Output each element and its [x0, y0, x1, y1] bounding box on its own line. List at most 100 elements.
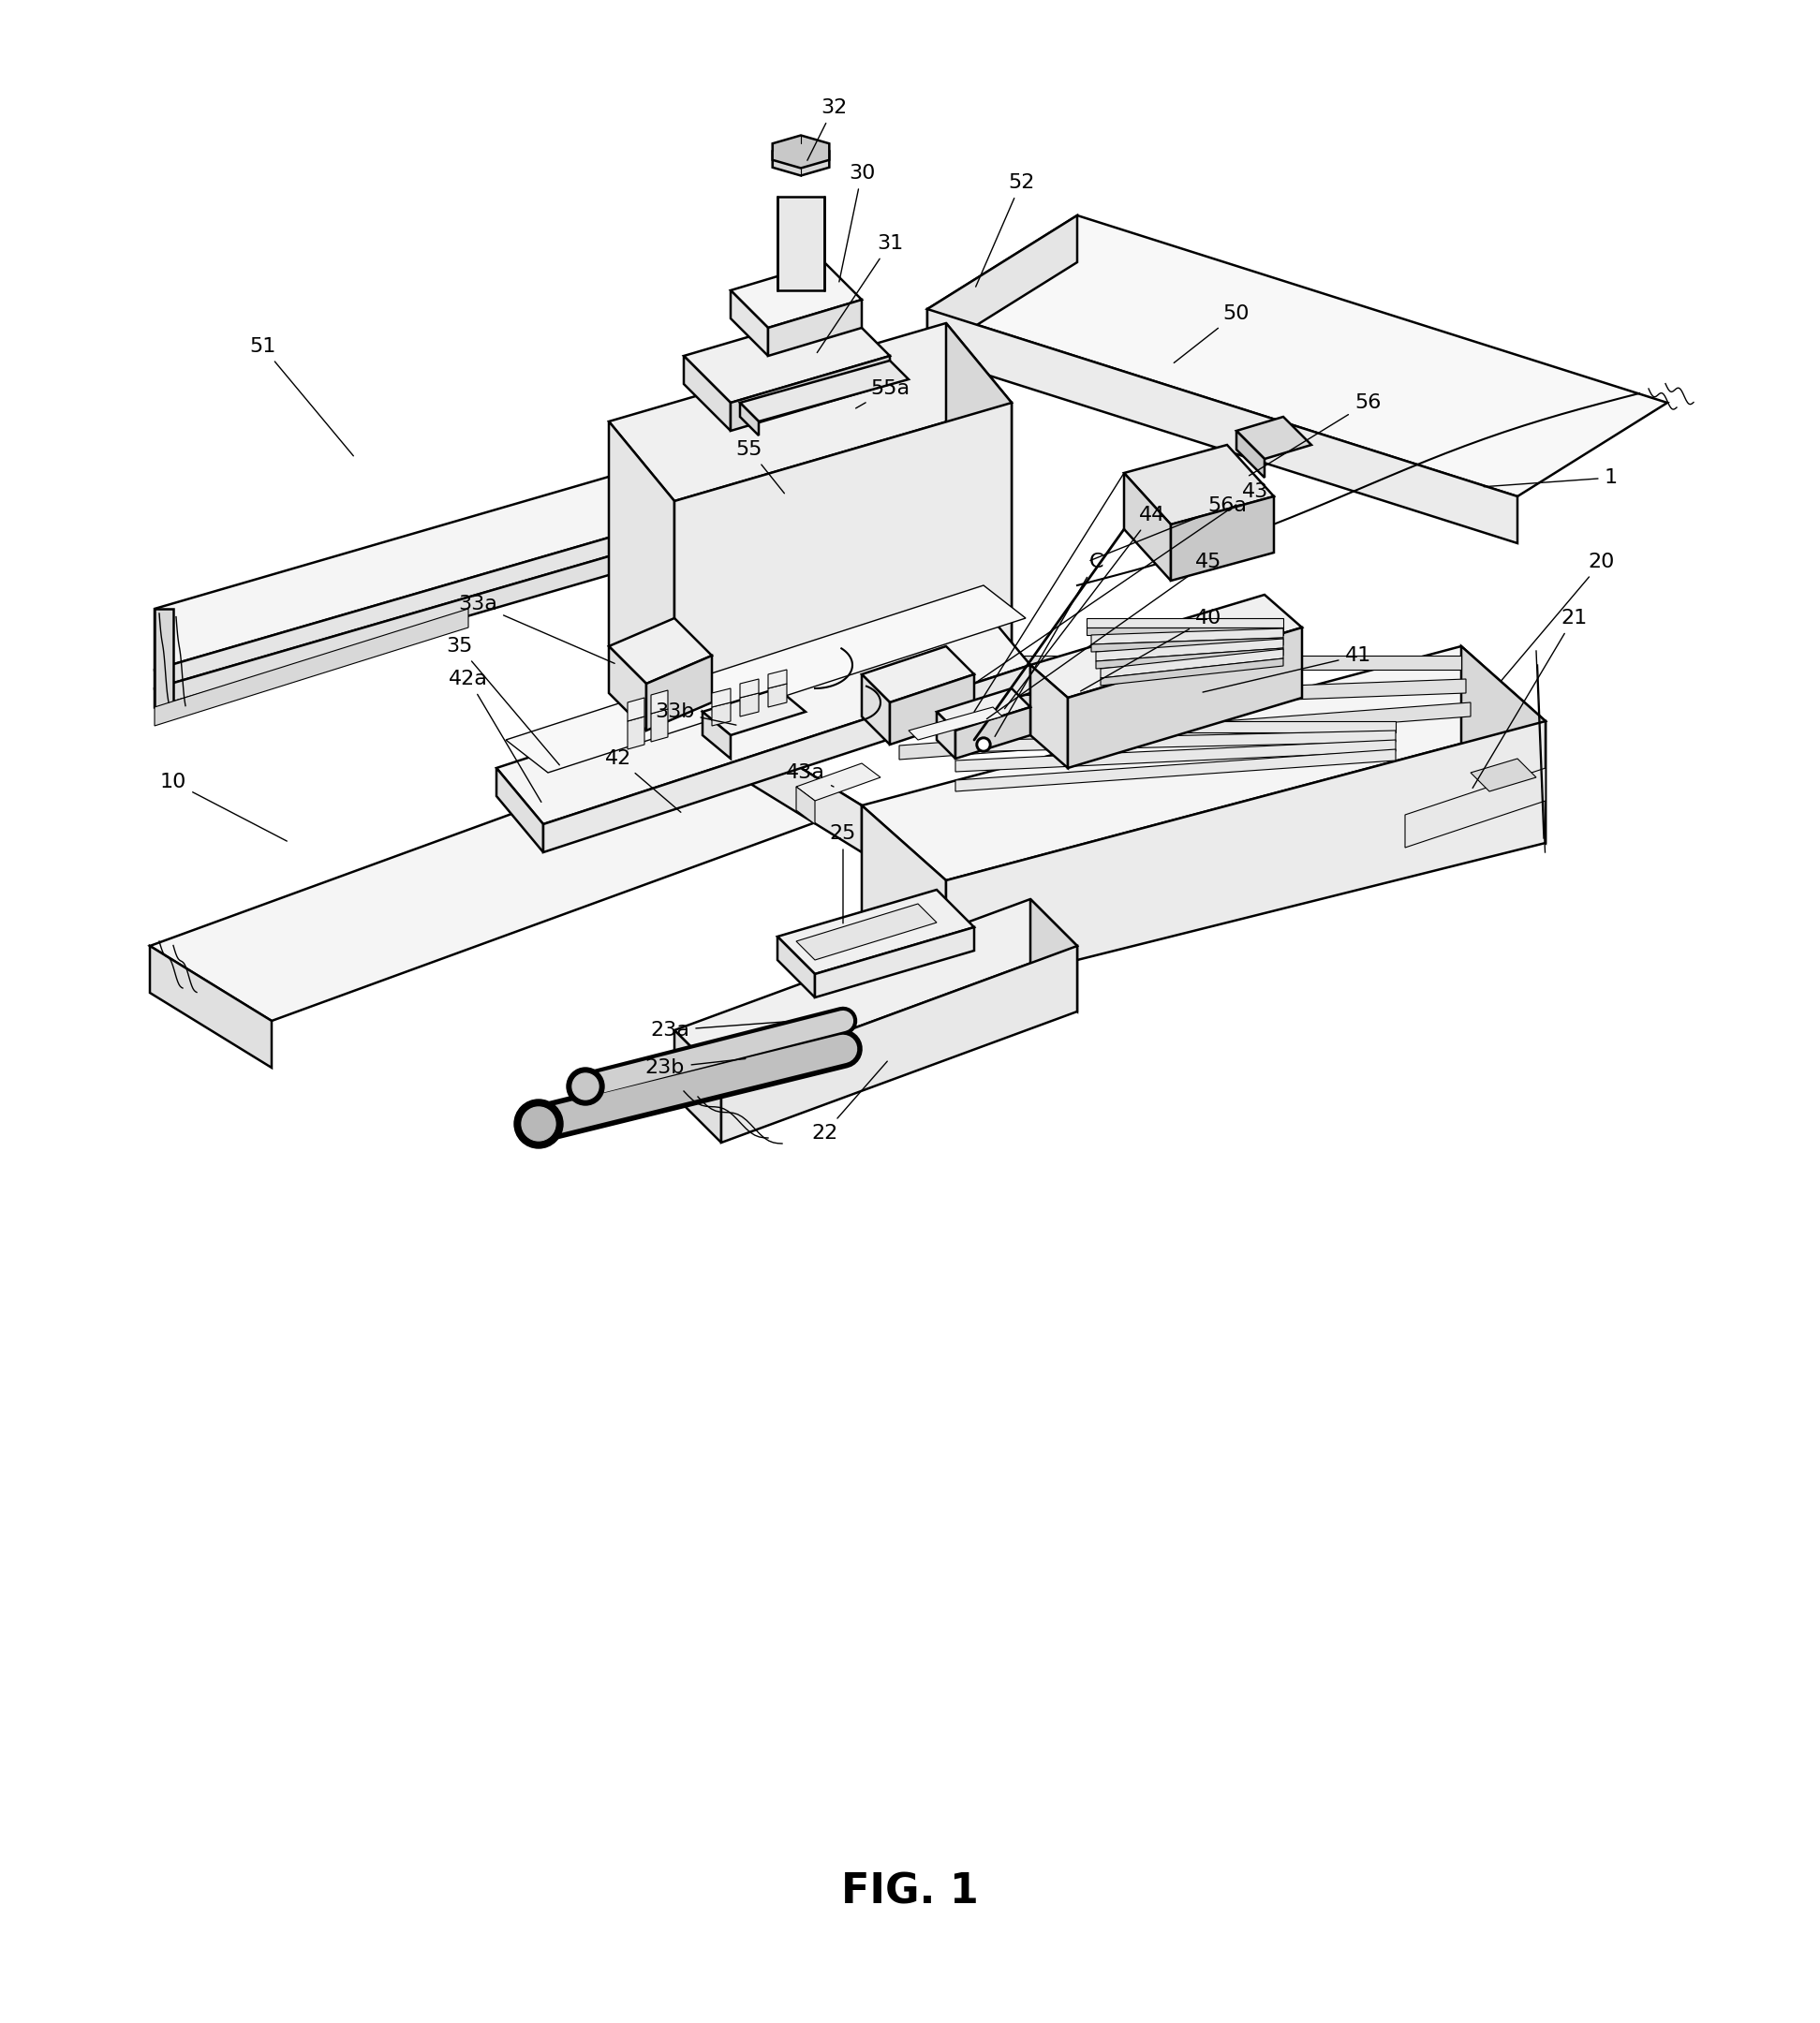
Polygon shape	[721, 947, 1077, 1143]
Polygon shape	[1030, 595, 1301, 698]
Polygon shape	[610, 619, 712, 684]
Polygon shape	[1125, 445, 1274, 524]
Polygon shape	[1236, 431, 1265, 477]
Text: 31: 31	[817, 235, 903, 352]
Circle shape	[976, 736, 992, 753]
Polygon shape	[1030, 666, 1068, 769]
Polygon shape	[741, 730, 861, 852]
Polygon shape	[1096, 639, 1283, 662]
Polygon shape	[610, 645, 646, 730]
Text: 44: 44	[1005, 506, 1165, 708]
Polygon shape	[768, 299, 861, 356]
Circle shape	[522, 1107, 555, 1141]
Polygon shape	[890, 680, 1465, 714]
Text: 10: 10	[160, 773, 288, 842]
Polygon shape	[628, 698, 644, 720]
Polygon shape	[1405, 769, 1545, 848]
Polygon shape	[881, 655, 1461, 670]
Text: 55a: 55a	[855, 380, 910, 409]
Text: 1: 1	[1483, 467, 1618, 488]
Polygon shape	[149, 730, 861, 1022]
Text: 30: 30	[839, 164, 875, 281]
Polygon shape	[506, 585, 1026, 773]
Polygon shape	[1092, 637, 1283, 651]
Polygon shape	[1068, 627, 1301, 769]
Polygon shape	[155, 609, 468, 726]
Text: 23b: 23b	[646, 1058, 746, 1076]
Polygon shape	[890, 674, 974, 744]
Polygon shape	[777, 890, 974, 973]
Polygon shape	[1471, 759, 1536, 791]
Polygon shape	[946, 720, 1545, 993]
Polygon shape	[956, 720, 1396, 732]
Text: 33b: 33b	[655, 702, 735, 724]
Text: FIG. 1: FIG. 1	[841, 1871, 979, 1912]
Polygon shape	[1030, 898, 1077, 1012]
Polygon shape	[1101, 649, 1283, 678]
Polygon shape	[712, 702, 730, 726]
Polygon shape	[1461, 645, 1545, 844]
Polygon shape	[1087, 619, 1283, 627]
Polygon shape	[703, 688, 806, 734]
Polygon shape	[675, 898, 1077, 1076]
Polygon shape	[861, 674, 890, 744]
Text: 51: 51	[249, 338, 353, 455]
Polygon shape	[703, 712, 730, 759]
Text: 45: 45	[986, 552, 1221, 718]
Polygon shape	[908, 708, 1003, 740]
Text: 55: 55	[735, 441, 784, 494]
Polygon shape	[497, 609, 1030, 823]
Text: 33a: 33a	[459, 595, 615, 664]
Polygon shape	[730, 291, 768, 356]
Text: 52: 52	[976, 174, 1034, 287]
Polygon shape	[946, 324, 1012, 712]
Polygon shape	[1125, 473, 1170, 581]
Circle shape	[515, 1101, 562, 1149]
Polygon shape	[928, 214, 1077, 356]
Text: 42a: 42a	[450, 670, 541, 801]
Polygon shape	[937, 688, 1030, 730]
Circle shape	[979, 740, 988, 749]
Polygon shape	[777, 937, 815, 997]
Polygon shape	[730, 356, 890, 431]
Polygon shape	[741, 403, 759, 435]
Polygon shape	[772, 136, 830, 168]
Polygon shape	[1087, 627, 1283, 635]
Polygon shape	[1092, 629, 1283, 645]
Polygon shape	[675, 403, 1012, 726]
Polygon shape	[149, 947, 271, 1068]
Text: 21: 21	[1472, 609, 1587, 789]
Polygon shape	[646, 655, 712, 730]
Circle shape	[566, 1068, 604, 1105]
Polygon shape	[861, 805, 946, 993]
Polygon shape	[712, 688, 730, 708]
Polygon shape	[730, 263, 861, 328]
Polygon shape	[795, 904, 937, 961]
Polygon shape	[1096, 647, 1283, 670]
Text: 35: 35	[446, 637, 559, 765]
Polygon shape	[684, 356, 730, 431]
Polygon shape	[155, 417, 815, 670]
Text: 50: 50	[1174, 303, 1250, 362]
Text: C: C	[996, 552, 1103, 736]
Polygon shape	[1101, 657, 1283, 686]
Polygon shape	[956, 708, 1030, 759]
Polygon shape	[772, 144, 830, 176]
Text: 22: 22	[812, 1062, 888, 1143]
Polygon shape	[652, 690, 668, 714]
Polygon shape	[899, 702, 1471, 759]
Text: 20: 20	[1502, 552, 1614, 680]
Polygon shape	[1170, 496, 1274, 581]
Text: 42: 42	[604, 749, 681, 813]
Polygon shape	[652, 708, 668, 742]
Polygon shape	[155, 477, 815, 688]
Polygon shape	[861, 645, 974, 702]
Polygon shape	[684, 310, 890, 403]
Polygon shape	[628, 716, 644, 749]
Text: 43: 43	[977, 481, 1269, 682]
Text: 40: 40	[1081, 609, 1221, 692]
Polygon shape	[768, 684, 786, 708]
Polygon shape	[155, 609, 173, 708]
Polygon shape	[741, 360, 908, 421]
Polygon shape	[956, 740, 1396, 771]
